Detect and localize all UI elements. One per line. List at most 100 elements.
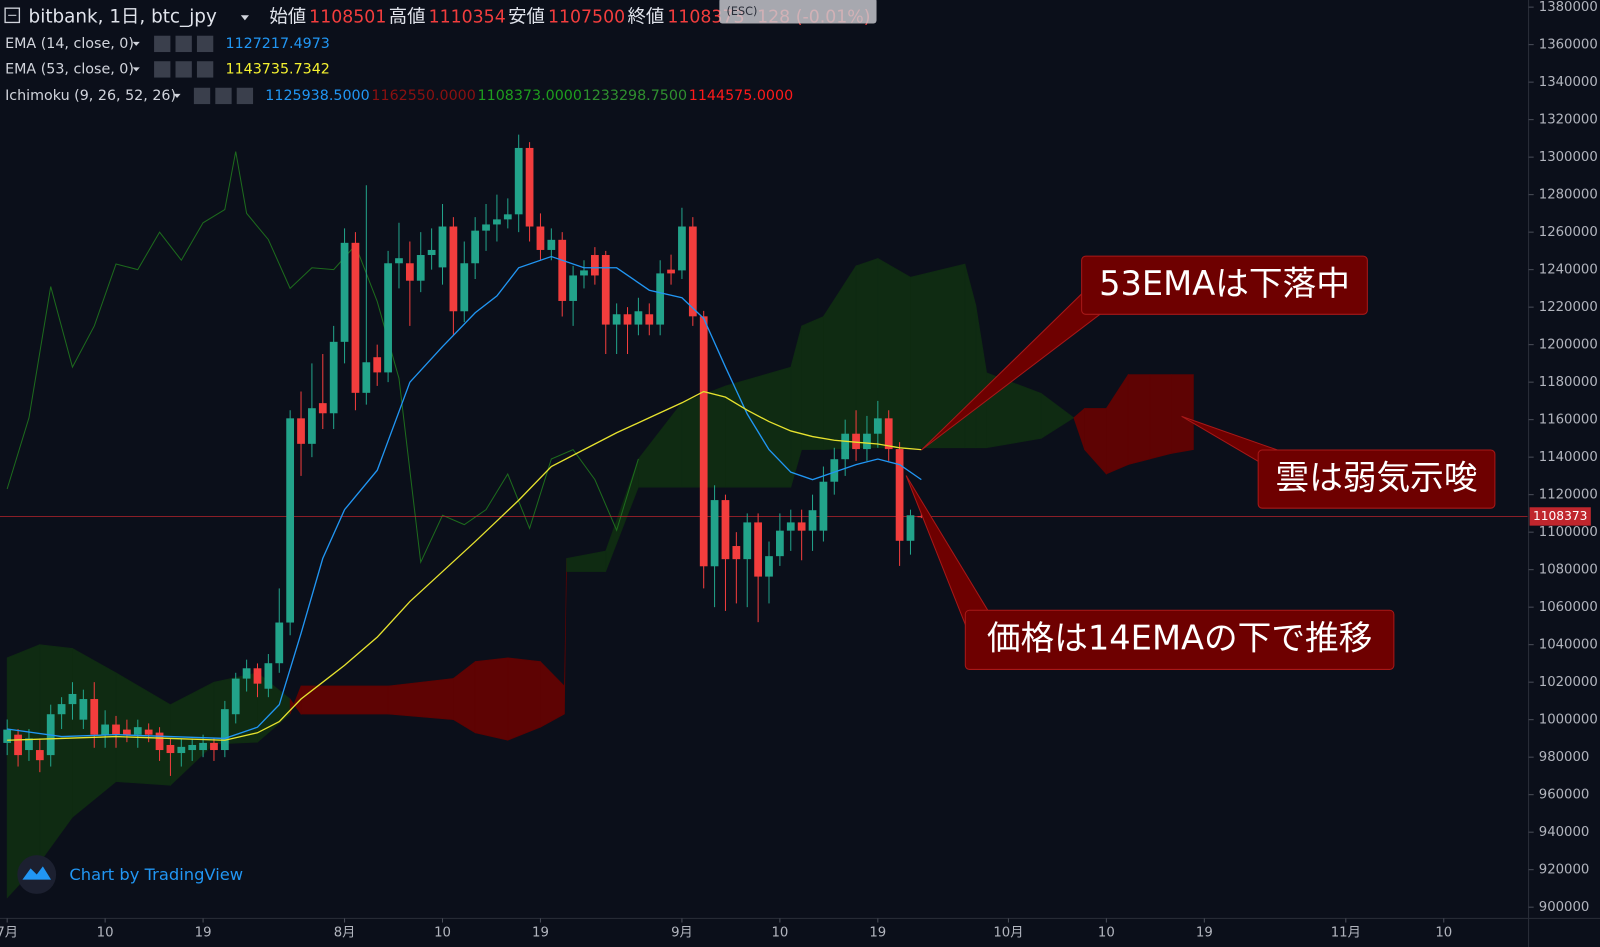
- x-tick-label: 10: [434, 926, 451, 941]
- ohlc-label: 安値: [508, 6, 545, 27]
- ohlc-value: 1107500: [548, 7, 625, 27]
- x-tick-label: 10: [1098, 926, 1115, 941]
- candle-body: [732, 546, 741, 560]
- candle-body: [710, 500, 719, 567]
- y-tick-label: 1160000: [1539, 413, 1598, 428]
- candle-body: [210, 742, 218, 751]
- candle-body: [612, 314, 621, 325]
- candle-body: [3, 729, 12, 743]
- close-icon[interactable]: [236, 87, 254, 105]
- cloud-segment: [474, 657, 509, 741]
- legend-name[interactable]: EMA (14, close, 0): [5, 36, 134, 52]
- collapse-icon[interactable]: [4, 7, 21, 24]
- candle-body: [68, 693, 77, 705]
- candle-body: [569, 275, 577, 301]
- x-tick-label: 10: [771, 926, 788, 941]
- close-icon[interactable]: [196, 35, 214, 53]
- y-tick-label: 920000: [1539, 863, 1590, 878]
- legend-icons: [154, 35, 254, 105]
- esc-tooltip[interactable]: [719, 0, 877, 24]
- callout-text: 雲は弱気示唆: [1276, 458, 1478, 497]
- y-tick-label: 1340000: [1539, 75, 1598, 90]
- dropdown-arrow[interactable]: [240, 15, 249, 21]
- x-tick-label: 7月: [0, 926, 18, 941]
- candle-body: [917, 516, 926, 518]
- last-price-tag: [1529, 507, 1591, 526]
- callout-box: [964, 609, 1395, 670]
- last-price-label: 1108373: [1533, 509, 1587, 523]
- candle-body: [514, 147, 523, 215]
- cloud-segment: [877, 257, 911, 449]
- cloud-segment: [387, 678, 454, 720]
- credit-text[interactable]: Chart by TradingView: [69, 865, 243, 884]
- ohlc-label: 高値: [389, 6, 426, 27]
- callout-box: [1257, 449, 1496, 509]
- candle-body: [297, 418, 305, 444]
- credit: Chart by TradingView: [17, 855, 243, 894]
- candle-body: [656, 273, 665, 325]
- candle-body: [231, 678, 240, 715]
- ema-line: [7, 255, 922, 740]
- y-tick-label: 980000: [1539, 750, 1590, 765]
- settings-icon[interactable]: [215, 87, 232, 105]
- symbol-title[interactable]: bitbank, 1日, btc_jpy: [29, 6, 217, 27]
- candle-body: [743, 522, 752, 560]
- y-tick-label: 1120000: [1539, 488, 1598, 503]
- candle-body: [721, 500, 730, 560]
- settings-icon[interactable]: [175, 61, 192, 78]
- candle-body: [493, 219, 501, 225]
- ohlc-label: 始値: [269, 6, 306, 27]
- legend-arrow[interactable]: [173, 93, 181, 98]
- settings-icon[interactable]: [175, 35, 192, 53]
- eye-icon[interactable]: [193, 87, 211, 105]
- candle-body: [395, 258, 403, 264]
- eye-icon[interactable]: [154, 61, 171, 78]
- candle-body: [765, 556, 773, 577]
- legend-value: 1144575.0000: [689, 88, 793, 104]
- candle-body: [841, 433, 850, 460]
- y-tick-label: 900000: [1539, 900, 1590, 915]
- legend-arrow[interactable]: [132, 67, 140, 72]
- candle-body: [580, 270, 588, 276]
- y-tick-label: 1360000: [1539, 38, 1598, 53]
- close-icon[interactable]: [196, 61, 214, 78]
- ohlc-value: 1110354: [429, 7, 506, 27]
- candle-body: [547, 239, 556, 250]
- y-tick-label: 1260000: [1539, 225, 1598, 240]
- legend-name[interactable]: EMA (53, close, 0): [5, 61, 134, 77]
- legend-value: 1108373.0000: [478, 88, 582, 104]
- plot-area: [0, 134, 1528, 899]
- candle-body: [35, 750, 44, 761]
- candle-body: [808, 510, 817, 531]
- candle-body: [754, 522, 762, 577]
- cloud-segment: [1171, 374, 1194, 454]
- eye-icon[interactable]: [154, 35, 171, 53]
- legend-name[interactable]: Ichimoku (9, 26, 52, 26): [5, 88, 176, 104]
- candle-body: [558, 239, 567, 301]
- candle-body: [123, 729, 131, 735]
- legend-value: 1162550.0000: [371, 88, 475, 104]
- y-tick-label: 1220000: [1539, 300, 1598, 315]
- candle-body: [884, 418, 893, 450]
- x-tick-label: 19: [869, 926, 886, 941]
- cloud-segment: [300, 685, 389, 715]
- y-tick-label: 1380000: [1539, 0, 1598, 15]
- y-tick-label: 1060000: [1539, 600, 1598, 615]
- candle-body: [286, 418, 295, 623]
- candle-body: [873, 418, 882, 434]
- legend-arrow[interactable]: [132, 41, 140, 46]
- ohlc-value: 1108501: [309, 7, 386, 27]
- candle-body: [177, 746, 186, 754]
- candle-body: [340, 242, 349, 342]
- candle-body: [220, 709, 229, 751]
- callout-text: 53EMAは下落中: [1099, 264, 1350, 303]
- candle-body: [830, 459, 839, 482]
- candle-body: [623, 314, 632, 325]
- candle-body: [329, 341, 338, 414]
- legend-value: 1233298.7500: [583, 88, 687, 104]
- ema-line: [7, 390, 922, 741]
- candle-body: [601, 255, 610, 325]
- candle-body: [133, 727, 142, 735]
- candle-body: [699, 316, 708, 567]
- candle-body: [253, 668, 262, 684]
